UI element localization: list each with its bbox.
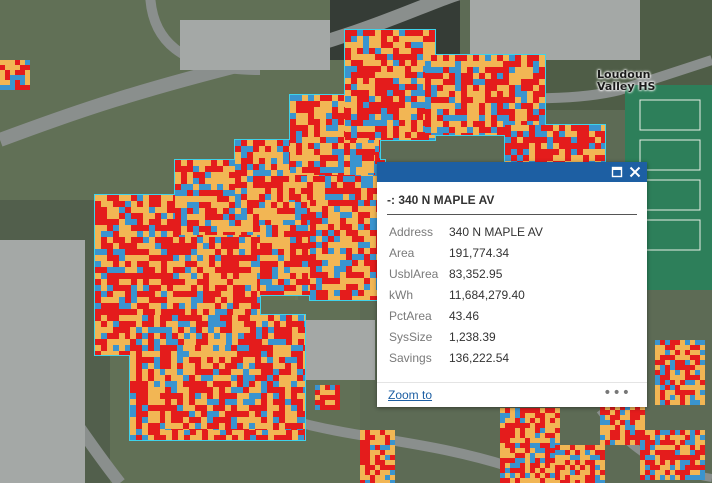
popup-body: -: 340 N MAPLE AV Address 340 N MAPLE AV … (377, 182, 647, 368)
attribute-key: SysSize (389, 329, 433, 344)
zoom-to-link[interactable]: Zoom to (388, 388, 433, 402)
popup-header (377, 162, 647, 182)
attribute-value: 43.46 (449, 308, 480, 323)
attribute-row: kWh 11,684,279.40 (387, 284, 543, 305)
attribute-key: UsblArea (389, 266, 439, 281)
attribute-value: 83,352.95 (449, 266, 503, 281)
attribute-key: PctArea (389, 308, 432, 323)
solar-potential-layer (95, 30, 605, 440)
attribute-row: SysSize 1,238.39 (387, 326, 543, 347)
attribute-row: Savings 136,222.54 (387, 347, 543, 368)
more-options-icon[interactable]: ••• (603, 385, 631, 401)
attribute-key: Savings (389, 350, 432, 365)
parking-lots (0, 0, 640, 483)
small-building-roofs[interactable] (0, 60, 705, 483)
attribute-row: PctArea 43.46 (387, 305, 543, 326)
attribute-row: Address 340 N MAPLE AV (387, 221, 543, 242)
popup-footer: Zoom to ••• (377, 382, 647, 407)
place-label-loudoun-valley-hs: Loudoun Valley HS (597, 68, 656, 93)
attribute-value: 136,222.54 (449, 350, 510, 365)
attribute-row: UsblArea 83,352.95 (387, 263, 543, 284)
attribute-popup: -: 340 N MAPLE AV Address 340 N MAPLE AV … (377, 162, 647, 407)
attribute-value: 191,774.34 (449, 245, 510, 260)
attribute-table: Address 340 N MAPLE AV Area 191,774.34 Usb… (387, 221, 543, 368)
close-icon[interactable] (627, 164, 643, 180)
attribute-key: Address (389, 224, 434, 239)
attribute-row: Area 191,774.34 (387, 242, 543, 263)
maximize-icon[interactable] (609, 164, 625, 180)
attribute-value: 11,684,279.40 (449, 287, 525, 302)
attribute-key: kWh (389, 287, 413, 302)
attribute-value: 340 N MAPLE AV (449, 224, 543, 239)
popup-title: -: 340 N MAPLE AV (387, 189, 637, 215)
attribute-value: 1,238.39 (449, 329, 496, 344)
attribute-key: Area (389, 245, 415, 260)
